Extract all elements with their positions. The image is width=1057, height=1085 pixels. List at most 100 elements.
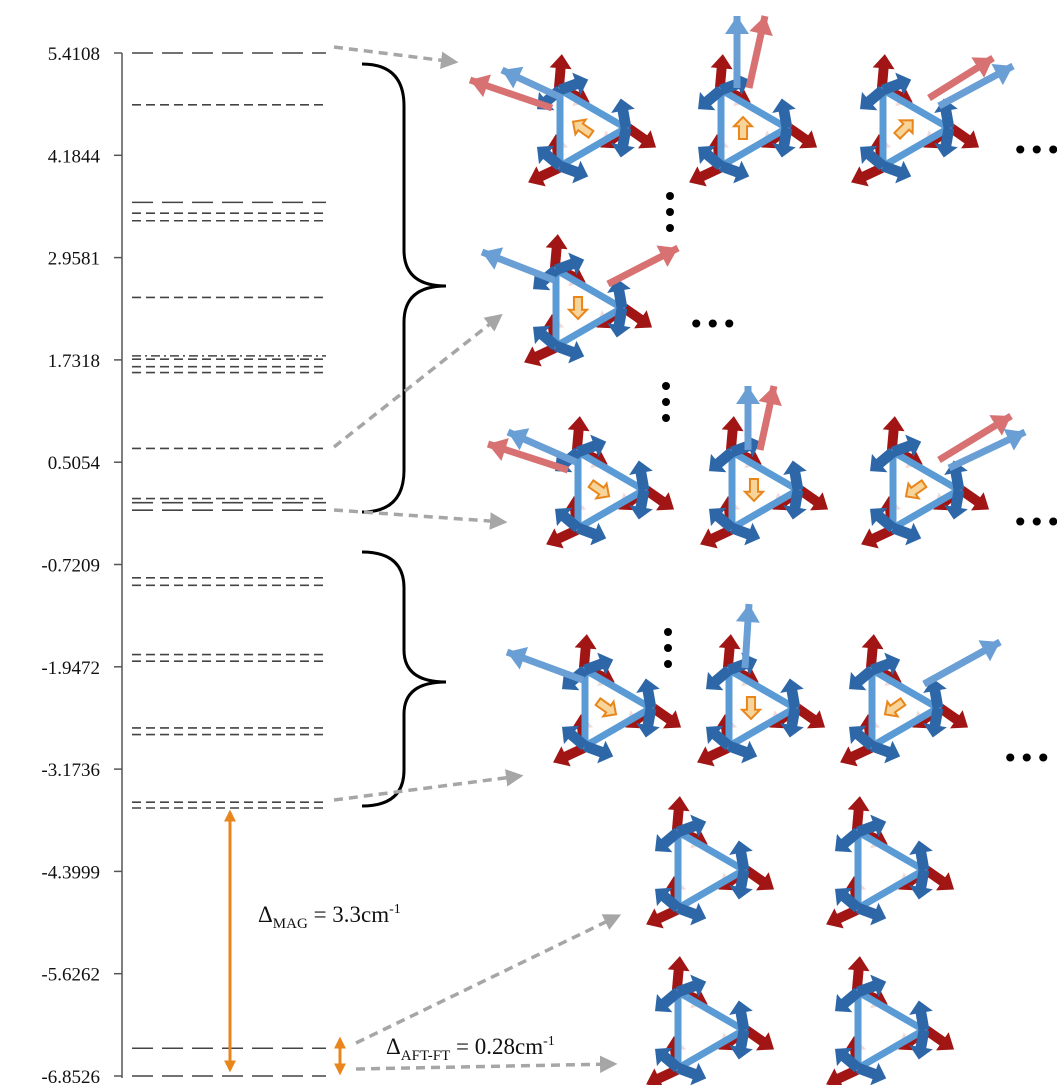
blue-spin-arrow: [676, 814, 707, 838]
triangle-icon: [556, 86, 630, 170]
axis-tick-label: -5.6262: [41, 965, 100, 986]
spin-triangle-cluster: [826, 796, 955, 929]
connector-arrows: [332, 45, 622, 1074]
red-spin-arrow: [546, 525, 579, 549]
axis-tick-label: 0.5054: [48, 453, 101, 474]
net-moment-arrow: [606, 244, 680, 288]
blue-spin-arrow: [709, 447, 736, 473]
red-spin-arrow: [847, 956, 870, 991]
blue-spin-arrow: [554, 252, 585, 276]
net-moment-arrow: [500, 66, 564, 102]
blue-spin-arrow: [881, 160, 912, 184]
blue-spin-arrow: [783, 489, 807, 520]
central-moment-arrow: [742, 478, 766, 503]
connector-arrow-ground-b: [355, 1055, 618, 1074]
red-spin-arrow: [847, 796, 870, 831]
red-spin-arrow: [667, 956, 690, 991]
red-spin-arrow: [689, 163, 722, 187]
red-spin-arrow: [743, 865, 775, 891]
blue-spin-arrow: [909, 1000, 933, 1031]
red-spin-arrow: [621, 303, 653, 329]
blue-spin-arrow: [835, 987, 862, 1013]
blue-spin-arrow: [870, 507, 897, 533]
blue-spin-arrow: [698, 85, 725, 111]
central-moment-arrow: [594, 696, 618, 718]
blue-spin-arrow: [870, 447, 897, 473]
blue-spin-arrow: [611, 127, 635, 158]
red-spin-arrow: [797, 485, 829, 511]
red-spin-arrow: [882, 416, 905, 451]
blue-spin-arrow: [554, 340, 585, 364]
ellipsis-horizontal: •••: [1012, 134, 1057, 167]
blue-spin-arrow: [719, 160, 750, 184]
net-moment-arrow: [947, 428, 1027, 472]
blue-spin-arrow: [655, 987, 682, 1013]
red-spin-arrow: [923, 1025, 955, 1051]
connector-arrow-0.02: [333, 508, 508, 530]
energy-levels: [132, 52, 326, 1077]
blue-spin-arrow: [655, 887, 682, 913]
spin-triangle-cluster: [486, 416, 675, 549]
blue-spin-arrow: [676, 974, 707, 998]
net-moment-arrow: [505, 646, 585, 684]
blue-spin-arrow: [629, 489, 653, 520]
blue-spin-arrow: [655, 1047, 682, 1073]
blue-spin-arrow: [891, 434, 922, 458]
central-moment-arrow: [566, 296, 590, 321]
blue-spin-arrow: [870, 740, 901, 764]
blue-spin-arrow: [727, 740, 758, 764]
net-moment-arrow: [506, 428, 578, 466]
blue-spin-arrow: [607, 278, 631, 309]
triangle-icon: [674, 988, 748, 1072]
blue-spin-arrow: [676, 902, 707, 926]
spin-triangle-cluster: [861, 413, 1027, 549]
ellipsis-horizontal: •••: [1002, 742, 1052, 775]
spin-triangle-cluster: [826, 956, 955, 1085]
red-spin-arrow: [553, 743, 586, 767]
spin-configurations: [468, 15, 1027, 1085]
axis-tick-label: -1.9472: [41, 658, 100, 679]
ellipsis-vertical: [666, 192, 674, 232]
red-spin-arrow: [861, 525, 894, 549]
connector-arrow-0.67: [332, 313, 503, 449]
axis-tick-label: 1.7318: [48, 351, 100, 372]
blue-spin-arrow: [881, 72, 912, 96]
central-moment-arrow: [571, 118, 595, 140]
axis-tick-label: 4.1844: [48, 146, 101, 167]
red-spin-arrow: [743, 1025, 775, 1051]
central-moment-arrow: [904, 478, 928, 500]
blue-spin-arrow: [676, 1062, 707, 1085]
central-moment-arrow: [739, 696, 763, 721]
spin-triangle-cluster: [840, 634, 1002, 767]
spin-triangle-cluster: [851, 54, 1015, 187]
triangle-icon: [868, 666, 942, 750]
net-moment-arrow: [927, 55, 995, 101]
blue-spin-arrow: [923, 678, 947, 709]
blue-spin-arrow: [856, 902, 887, 926]
net-moment-arrow: [480, 247, 556, 284]
blue-spin-arrow: [533, 325, 560, 351]
blue-spin-arrow: [780, 707, 804, 738]
net-moment-arrow: [736, 386, 760, 450]
triangle-icon: [581, 666, 655, 750]
gap-arrows: [224, 809, 346, 1076]
red-spin-arrow: [710, 54, 733, 89]
net-moment-arrow: [922, 638, 1002, 688]
spin-triangle-cluster: [700, 385, 829, 549]
net-moment-arrow: [725, 16, 749, 88]
red-spin-arrow: [948, 123, 980, 149]
blue-spin-arrow: [835, 827, 862, 853]
red-spin-arrow: [937, 703, 969, 729]
axis-tick-label: -4.3999: [41, 862, 100, 883]
triangle-icon: [728, 448, 802, 532]
blue-spin-arrow: [909, 840, 933, 871]
red-spin-arrow: [528, 163, 561, 187]
red-spin-arrow: [524, 343, 557, 367]
connector-arrow-ground-a: [355, 914, 622, 1045]
spin-triangle-cluster: [646, 956, 775, 1085]
triangle-icon: [574, 448, 648, 532]
blue-spin-arrow: [537, 145, 564, 171]
axis-tick-label: -6.8526: [41, 1067, 100, 1085]
blue-spin-arrow: [772, 98, 796, 129]
